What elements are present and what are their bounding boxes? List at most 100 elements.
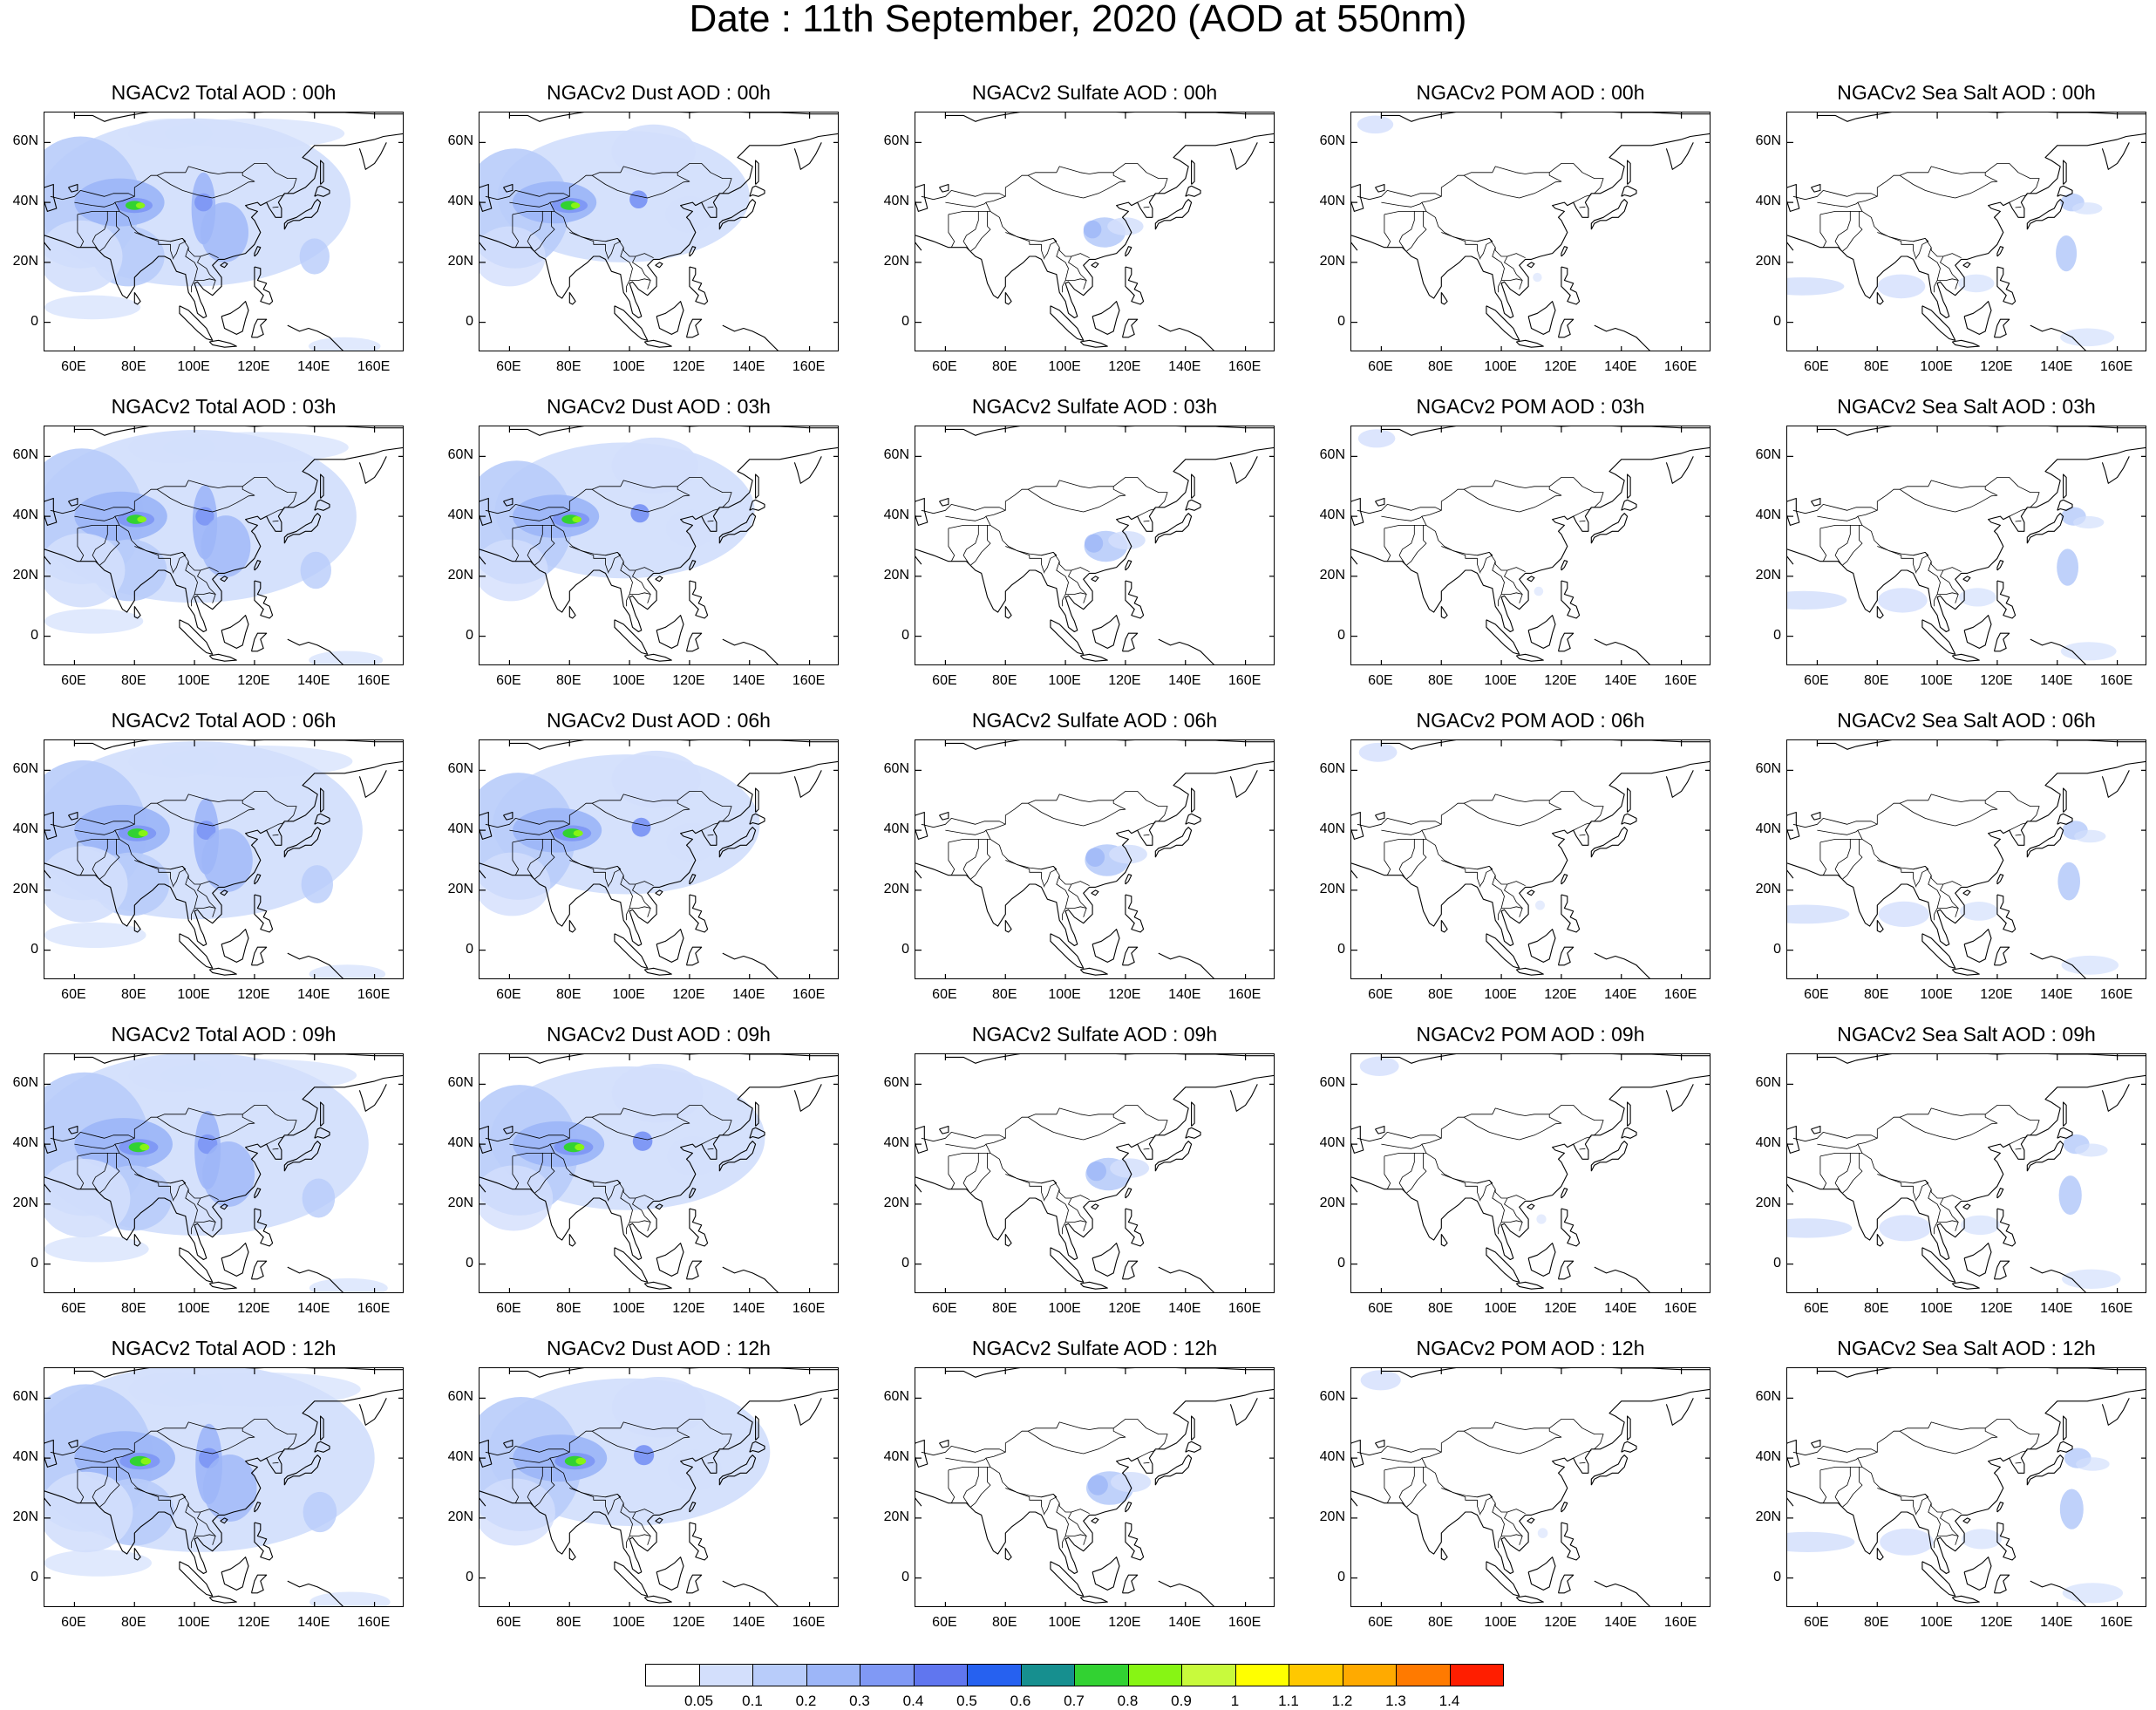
lon-tick-label: 100E xyxy=(612,359,645,374)
coastline xyxy=(179,1247,214,1283)
country-border xyxy=(970,525,991,566)
aod-plume xyxy=(1880,1529,1934,1556)
coastline xyxy=(1351,183,1364,212)
coastline xyxy=(1590,199,1629,230)
colorbar-swatch xyxy=(1020,1664,1075,1686)
coastline xyxy=(44,231,51,251)
lon-tick-label: 80E xyxy=(556,1301,582,1316)
aod-map xyxy=(44,426,403,664)
country-border xyxy=(1421,477,1604,526)
colorbar-swatch xyxy=(698,1664,753,1686)
country-border xyxy=(1027,172,1126,199)
lon-tick-label: 120E xyxy=(237,359,270,374)
country-border xyxy=(962,1153,979,1193)
coastline xyxy=(718,827,757,858)
lon-tick-label: 60E xyxy=(61,1301,86,1316)
country-border xyxy=(77,839,219,887)
coastline xyxy=(915,1439,928,1468)
coastline xyxy=(250,946,268,966)
coastline xyxy=(479,1125,493,1154)
lon-tick-label: 140E xyxy=(2040,359,2073,374)
lat-tick-label: 20N xyxy=(12,1195,38,1210)
lon-tick-label: 100E xyxy=(1048,987,1081,1002)
coastline xyxy=(1158,638,1214,664)
country-border xyxy=(99,1467,120,1508)
country-border xyxy=(1463,1427,1562,1455)
coastline xyxy=(1154,1455,1193,1486)
coastline xyxy=(945,1054,1274,1064)
country-border xyxy=(1573,1136,1592,1145)
panel-title: NGACv2 Sulfate AOD : 03h xyxy=(971,395,1218,418)
lon-tick-label: 100E xyxy=(1920,673,1953,688)
country-border xyxy=(629,906,651,909)
country-border xyxy=(591,1427,690,1455)
country-border xyxy=(1477,865,1493,886)
aod-map xyxy=(1351,1368,1710,1606)
aod-plume xyxy=(1085,848,1105,867)
coastline xyxy=(689,1522,709,1561)
coastline xyxy=(1996,560,2004,571)
country-border xyxy=(197,1511,216,1545)
country-border xyxy=(1357,818,1442,828)
lat-tick-label: 40N xyxy=(12,1135,38,1151)
country-border xyxy=(1492,247,1505,293)
map-plot-area xyxy=(915,426,1275,665)
lon-tick-label: 100E xyxy=(1048,1615,1081,1630)
country-border xyxy=(605,1179,622,1200)
lat-tick-label: 40N xyxy=(447,194,473,209)
coastline xyxy=(479,545,486,565)
country-border xyxy=(1913,551,1929,572)
country-border xyxy=(1913,1493,1929,1514)
coastline xyxy=(1375,1125,1385,1134)
country-border xyxy=(99,211,120,252)
country-border xyxy=(509,1143,551,1149)
lat-tick-label: 0 xyxy=(901,627,909,643)
coastline xyxy=(1091,889,1099,896)
lon-tick-label: 120E xyxy=(1108,1615,1141,1630)
coastline xyxy=(945,426,1274,436)
country-border xyxy=(1937,592,1959,595)
country-border xyxy=(1463,486,1562,513)
coastline xyxy=(1351,811,1364,840)
coastline xyxy=(179,305,214,341)
coastline xyxy=(1185,813,1201,825)
coastline xyxy=(1125,580,1145,619)
coastline xyxy=(1787,1487,1794,1507)
country-border xyxy=(945,1457,987,1463)
country-border xyxy=(1819,1155,1827,1189)
country-border xyxy=(1381,1457,1423,1463)
aod-map xyxy=(915,112,1274,351)
coastline xyxy=(1092,1557,1120,1591)
lat-tick-label: 40N xyxy=(1755,821,1781,837)
coastline xyxy=(722,1266,779,1292)
lat-tick-label: 20N xyxy=(1319,567,1345,582)
lon-tick-label: 60E xyxy=(1368,359,1393,374)
aod-plume xyxy=(611,437,698,494)
lat-tick-label: 60N xyxy=(1755,447,1781,463)
coastline xyxy=(1158,324,1214,351)
country-border xyxy=(985,477,1168,526)
lat-tick-label: 40N xyxy=(12,1449,38,1465)
lon-tick-label: 120E xyxy=(1544,987,1577,1002)
coastline xyxy=(1665,1398,1694,1426)
aod-plume xyxy=(2057,548,2078,586)
coastline xyxy=(1817,112,2146,122)
country-border xyxy=(962,525,979,565)
coastline xyxy=(314,185,330,197)
country-border xyxy=(1937,278,1959,281)
coastline xyxy=(1876,1233,1884,1247)
aod-plume xyxy=(2057,862,2080,901)
country-border xyxy=(1857,477,2040,526)
country-border xyxy=(77,1467,219,1515)
aod-plume xyxy=(2076,1457,2110,1471)
country-border xyxy=(1398,1153,1415,1193)
coastline xyxy=(939,497,949,507)
coastline xyxy=(503,1439,513,1448)
country-border xyxy=(701,1450,720,1459)
country-border xyxy=(707,1148,714,1150)
lat-tick-label: 60N xyxy=(1755,133,1781,149)
lon-tick-label: 160E xyxy=(792,359,826,374)
lon-tick-label: 100E xyxy=(612,987,645,1002)
aod-plume xyxy=(128,432,215,463)
country-border xyxy=(134,232,174,260)
